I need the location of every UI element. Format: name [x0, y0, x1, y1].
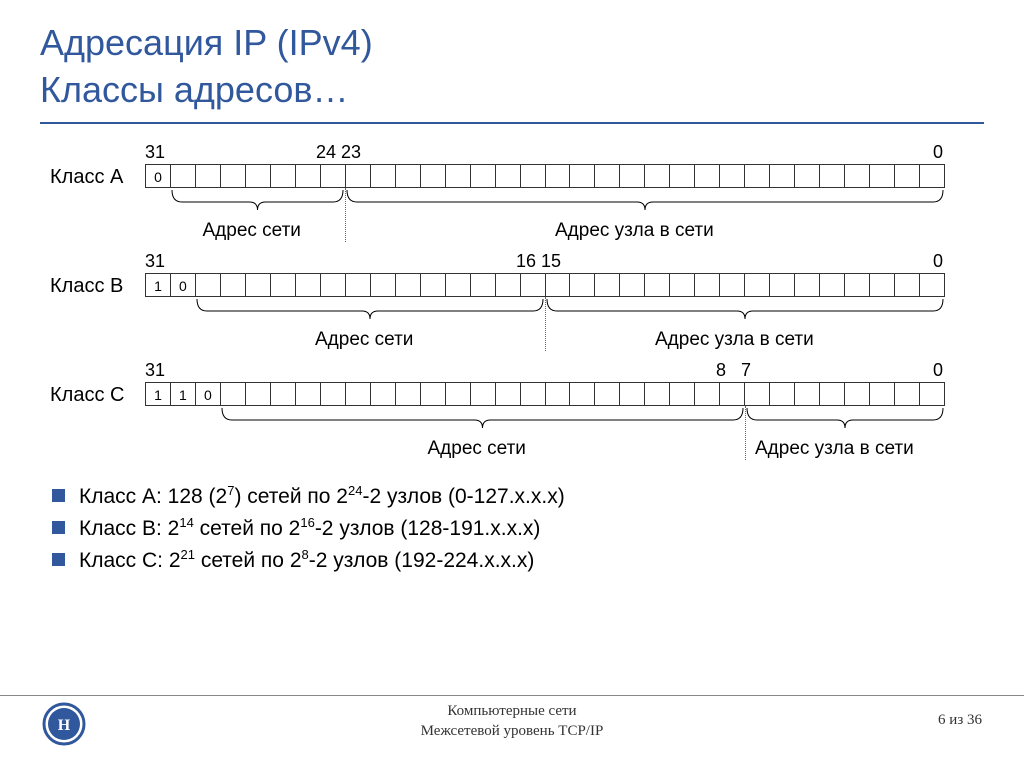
net-caption: Адрес сети	[428, 438, 526, 460]
prefix-bit: 0	[171, 274, 196, 296]
class-label: Класс C	[50, 360, 145, 407]
prefix-bit: 1	[171, 383, 196, 405]
bullet-item: Класс C: 221 сетей по 28-2 узлов (192-22…	[52, 547, 984, 573]
bit-position-label: 31	[145, 142, 165, 163]
bit-position-label: 7	[741, 360, 751, 381]
bit-position-label: 16	[516, 251, 536, 272]
bullet-icon	[52, 553, 65, 566]
class-block-b: Класс B311615010Адрес сетиАдрес узла в с…	[50, 251, 984, 356]
bit-position-label: 0	[933, 142, 943, 163]
bullet-icon	[52, 489, 65, 502]
svg-text:Н: Н	[58, 717, 71, 734]
host-caption: Адрес узла в сети	[755, 438, 914, 460]
title-line-1: Адресация IP (IPv4)	[40, 22, 373, 63]
net-caption: Адрес сети	[315, 329, 413, 351]
prefix-bit: 1	[146, 383, 171, 405]
page-number: 6 из 36	[938, 712, 982, 729]
host-caption: Адрес узла в сети	[655, 329, 814, 351]
slide-footer: Н Компьютерные сети Межсетевой уровень T…	[0, 695, 1024, 741]
bullet-icon	[52, 521, 65, 534]
bit-position-label: 8	[716, 360, 726, 381]
bit-position-label: 23	[341, 142, 361, 163]
prefix-bit: 0	[146, 165, 171, 187]
bit-position-label: 15	[541, 251, 561, 272]
bit-position-label: 31	[145, 251, 165, 272]
prefix-bit: 1	[146, 274, 171, 296]
class-block-c: Класс C31870110Адрес сетиАдрес узла в се…	[50, 360, 984, 465]
title-line-2: Классы адресов…	[40, 69, 349, 110]
class-label: Класс B	[50, 251, 145, 298]
host-caption: Адрес узла в сети	[555, 220, 714, 242]
footer-line-2: Межсетевой уровень TCP/IP	[0, 722, 1024, 742]
bit-position-label: 24	[316, 142, 336, 163]
footer-line-1: Компьютерные сети	[0, 702, 1024, 722]
slide-title: Адресация IP (IPv4) Классы адресов…	[40, 20, 984, 124]
bullet-item: Класс A: 128 (27) сетей по 224-2 узлов (…	[52, 483, 984, 509]
class-label: Класс A	[50, 142, 145, 189]
bit-position-label: 31	[145, 360, 165, 381]
logo-icon: Н	[42, 702, 86, 746]
bullet-item: Класс B: 214 сетей по 216-2 узлов (128-1…	[52, 515, 984, 541]
bullet-list: Класс A: 128 (27) сетей по 224-2 узлов (…	[52, 483, 984, 573]
bit-position-label: 0	[933, 360, 943, 381]
class-block-a: Класс A31 2423 0 0 Адрес сети Адрес узла в се…	[50, 142, 984, 247]
ip-classes-diagram: Класс A31242300Адрес сетиАдрес узла в се…	[50, 142, 984, 465]
net-caption: Адрес сети	[203, 220, 301, 242]
prefix-bit: 0	[196, 383, 221, 405]
bit-position-label: 0	[933, 251, 943, 272]
